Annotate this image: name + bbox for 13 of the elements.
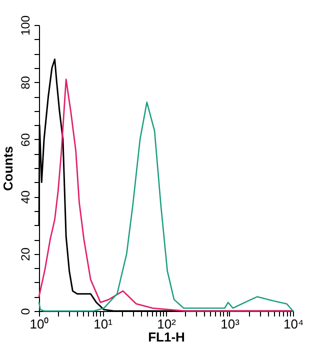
x-tick-label: 10² <box>157 316 177 332</box>
y-tick-label: 60 <box>18 132 32 147</box>
y-tick-label: 80 <box>18 76 32 90</box>
y-axis-title: Counts <box>0 146 16 191</box>
x-tick-label: 10⁴ <box>283 316 304 332</box>
x-axis-title: FL1-H <box>148 330 185 344</box>
y-tick-label: 40 <box>18 190 32 204</box>
x-tick-label: 10³ <box>220 316 240 332</box>
x-tick-label: 10⁰ <box>30 316 50 332</box>
y-tick-label: 20 <box>18 247 32 261</box>
x-tick-label: 10¹ <box>94 316 114 332</box>
y-tick-label: 100 <box>18 15 32 36</box>
y-tick-label: 0 <box>18 308 32 315</box>
